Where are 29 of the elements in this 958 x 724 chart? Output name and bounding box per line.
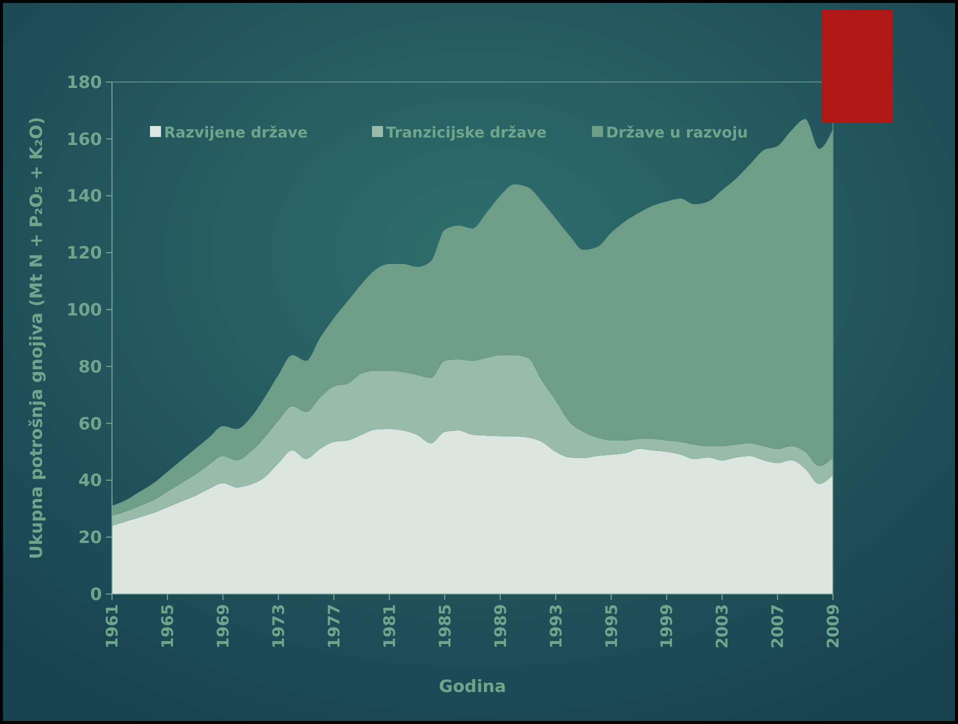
x-tick-label: 2007 (768, 604, 788, 649)
x-tick-label: 1973 (268, 604, 288, 649)
y-tick-label: 40 (78, 471, 102, 492)
y-tick-label: 180 (66, 72, 102, 93)
y-tick-label: 120 (66, 244, 102, 264)
x-tick-label: 1981 (380, 604, 399, 649)
y-tick-label: 0 (90, 584, 102, 605)
y-tick-label: 160 (66, 130, 102, 150)
x-tick-label: 1961 (102, 604, 122, 649)
x-tick-label: 1995 (602, 604, 621, 649)
x-tick-label: 2009 (824, 604, 843, 649)
y-axis-title: Ukupna potrošnja gnojiva (Mt N + P₂O₅ + K₂O) (27, 116, 47, 560)
x-tick-label: 2003 (712, 604, 732, 649)
y-tick-label: 100 (66, 300, 102, 321)
x-tick-label: 1977 (324, 604, 344, 649)
x-tick-label: 1999 (657, 604, 676, 649)
y-tick-label: 80 (78, 357, 102, 378)
legend-label: Države u razvoju (606, 123, 748, 142)
x-tick-label: 1965 (158, 604, 178, 649)
y-tick-label: 60 (78, 414, 102, 434)
y-tick-label: 20 (78, 528, 102, 548)
x-tick-label: 1989 (490, 604, 510, 649)
y-tick-label: 140 (66, 186, 102, 207)
x-tick-label: 1985 (435, 604, 454, 649)
legend-label: Razvijene države (164, 123, 308, 142)
x-tick-label: 1993 (546, 604, 566, 649)
x-axis-title: Godina (438, 677, 506, 697)
legend-label: Tranzicijske države (386, 123, 547, 142)
x-tick-label: 1969 (214, 604, 233, 649)
